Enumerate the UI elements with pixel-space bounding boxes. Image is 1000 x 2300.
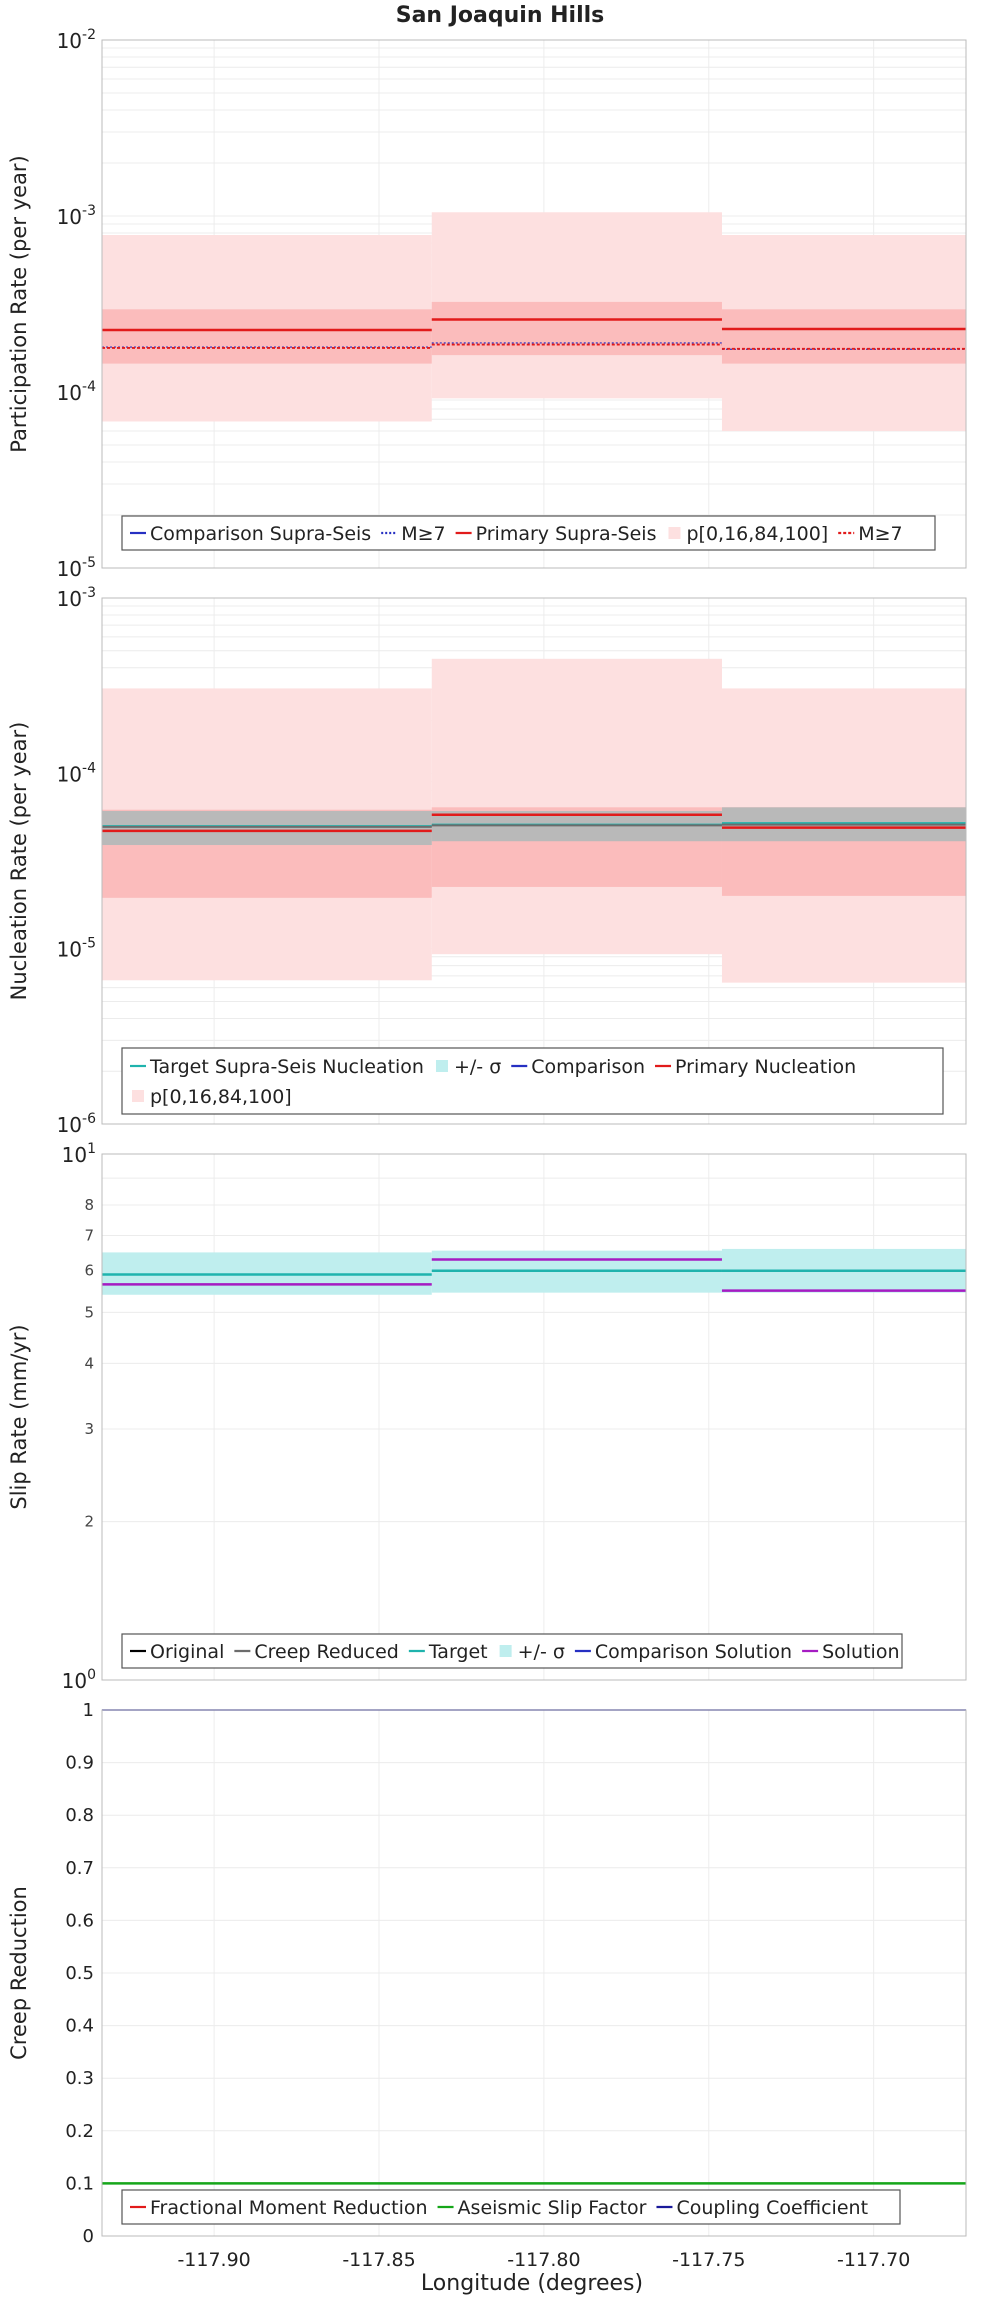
y-minor-tick-label: 2 xyxy=(84,1513,94,1531)
legend-box xyxy=(121,2189,901,2225)
y-tick-label: 10-5 xyxy=(57,555,96,581)
plot-frame xyxy=(101,39,967,569)
legend-label: p[0,16,84,100] xyxy=(686,523,828,545)
legend: Comparison Supra-Seis M≥7 Primary Supra-Se… xyxy=(121,515,936,551)
y-tick-label: 0.5 xyxy=(65,1963,94,1984)
y-minor-tick-label: 7 xyxy=(84,1226,94,1244)
x-axis-label: Longitude (degrees) xyxy=(421,2271,643,2296)
legend-marker xyxy=(499,1645,512,1657)
x-tick-label: -117.90 xyxy=(177,2249,250,2271)
legend-label: Creep Reduced xyxy=(254,1641,398,1663)
panel-nucleation: 10-6 10-5 10-4 10-3 Nucleation Rate (per yea… xyxy=(7,585,967,1137)
panel-slip-rate: 100 101 2 3 4 5 6 7 8 Slip Rate (mm/yr) Original Cr… xyxy=(7,1141,967,1693)
x-tick-label: -117.70 xyxy=(837,2249,910,2271)
y-tick-label: 10-5 xyxy=(57,936,96,962)
band-band_outer xyxy=(431,658,722,955)
legend-label: M≥7 xyxy=(858,523,902,545)
legend-marker xyxy=(435,1060,448,1072)
y-axis-label: Slip Rate (mm/yr) xyxy=(7,1324,31,1509)
legend-label: Coupling Coefficient xyxy=(676,2197,868,2219)
y-tick-label: 10-6 xyxy=(57,1111,97,1137)
band-band_inner xyxy=(721,309,966,364)
legend-label: Solution xyxy=(822,1641,899,1663)
y-tick-label: 0.9 xyxy=(65,1753,94,1774)
band-band_inner xyxy=(102,309,432,364)
y-tick-label: 0 xyxy=(83,2226,94,2247)
legend-label: +/- σ xyxy=(454,1056,501,1078)
band-gray_band xyxy=(102,810,432,846)
y-tick-label: 10-4 xyxy=(57,379,97,405)
y-minor-tick-label: 6 xyxy=(84,1262,94,1280)
x-tick-label: -117.80 xyxy=(507,2249,580,2271)
legend-label: +/- σ xyxy=(518,1641,565,1663)
y-tick-label: 10-3 xyxy=(57,585,96,611)
legend: Fractional Moment Reduction Aseismic Slip… xyxy=(121,2189,901,2225)
plot-frame xyxy=(101,1709,967,2237)
y-minor-tick-label: 3 xyxy=(84,1420,94,1438)
legend-marker xyxy=(132,1090,144,1102)
panel-participation: 10-5 10-4 10-3 10-2 Participation Rate (per … xyxy=(7,27,967,581)
legend-box xyxy=(121,515,936,551)
plot-frame xyxy=(101,597,967,1125)
figure-title: San Joaquin Hills xyxy=(396,3,605,28)
panel-creep-reduction: 0 0.1 0.2 0.3 0.4 0.5 0.6 0.7 0.8 0.9 1 Creep Reduc… xyxy=(7,1700,967,2271)
y-minor-tick-label: 8 xyxy=(84,1196,94,1214)
y-axis-label: Participation Rate (per year) xyxy=(7,155,31,452)
band-band_inner xyxy=(431,301,722,356)
y-tick-label: 101 xyxy=(62,1141,96,1167)
y-tick-label: 1 xyxy=(83,1700,94,1721)
legend-label: Target Supra-Seis Nucleation xyxy=(149,1056,424,1078)
y-tick-label: 0.6 xyxy=(65,1910,94,1931)
plot-frame xyxy=(101,1153,967,1681)
y-tick-label: 0.4 xyxy=(65,2016,94,2037)
legend-label: Target xyxy=(428,1641,488,1663)
y-tick-label: 10-3 xyxy=(57,203,96,229)
y-tick-label: 0.3 xyxy=(65,2068,94,2089)
legend: Original Creep Reduced Target +/- σ Comparis… xyxy=(121,1633,903,1669)
legend-label: Primary Supra-Seis xyxy=(476,523,657,545)
y-tick-label: 10-4 xyxy=(57,760,97,786)
x-tick-label: -117.85 xyxy=(342,2249,415,2271)
y-tick-label: 0.2 xyxy=(65,2121,94,2142)
y-minor-tick-label: 5 xyxy=(84,1303,94,1321)
legend-label: Comparison Solution xyxy=(595,1641,792,1663)
y-tick-label: 10-2 xyxy=(57,27,96,53)
y-tick-label: 0.1 xyxy=(65,2173,94,2194)
legend-label: M≥7 xyxy=(401,523,445,545)
legend-label: Aseismic Slip Factor xyxy=(458,2197,647,2219)
y-tick-label: 0.7 xyxy=(65,1858,94,1879)
x-tick-label: -117.75 xyxy=(672,2249,745,2271)
y-tick-label: 100 xyxy=(62,1667,96,1693)
legend-label: p[0,16,84,100] xyxy=(150,1086,292,1108)
legend-box xyxy=(121,1633,903,1669)
legend-label: Fractional Moment Reduction xyxy=(150,2197,428,2219)
legend-label: Comparison xyxy=(531,1056,645,1078)
legend-label: Primary Nucleation xyxy=(675,1056,856,1078)
y-tick-label: 0.8 xyxy=(65,1805,94,1826)
legend-marker xyxy=(668,527,681,539)
y-minor-tick-label: 4 xyxy=(84,1354,94,1372)
legend-box xyxy=(121,1047,944,1115)
legend-label: Comparison Supra-Seis xyxy=(150,523,371,545)
y-axis-label: Nucleation Rate (per year) xyxy=(7,722,31,1001)
legend: Target Supra-Seis Nucleation +/- σ Compari… xyxy=(121,1047,944,1115)
legend-label: Original xyxy=(150,1641,224,1663)
y-axis-label: Creep Reduction xyxy=(7,1886,31,2060)
